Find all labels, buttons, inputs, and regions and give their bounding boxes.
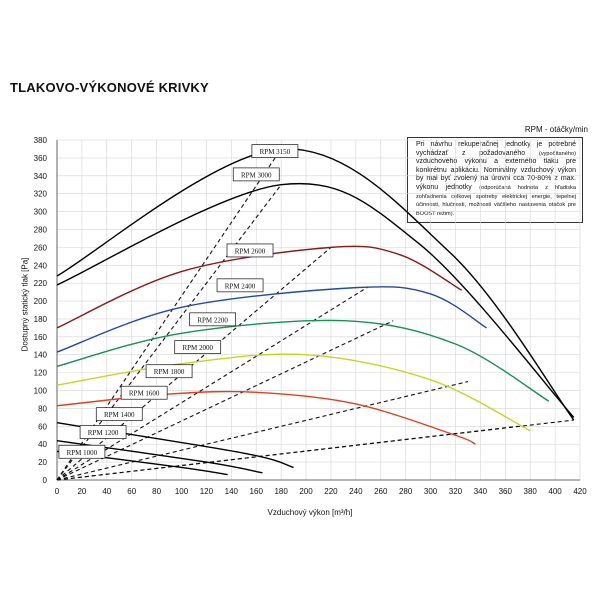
note-line1: Pri návrhu rekuperačnej jednotky je potr… <box>416 141 576 157</box>
y-tick-label: 140 <box>34 351 48 360</box>
y-tick-label: 240 <box>34 261 48 270</box>
rpm-label-box <box>58 444 106 459</box>
y-tick-label: 280 <box>34 225 48 234</box>
design-note-box: Pri návrhu rekuperačnej jednotky je potr… <box>407 137 583 224</box>
x-tick-label: 100 <box>175 487 189 496</box>
system-curve <box>56 246 332 481</box>
rpm-label-box <box>120 385 168 400</box>
y-tick-label: 380 <box>34 136 48 145</box>
rpm-label: RPM 1200 <box>88 429 119 437</box>
rpm-label: RPM 3150 <box>260 148 291 156</box>
x-tick-label: 200 <box>299 487 313 496</box>
rpm-label: RPM 1600 <box>129 390 160 398</box>
x-tick-label: 40 <box>102 487 111 496</box>
system-curve <box>56 148 282 481</box>
rpm-label: RPM 2400 <box>225 282 256 290</box>
y-tick-label: 320 <box>34 190 48 199</box>
y-tick-label: 360 <box>34 154 48 163</box>
y-tick-label: 120 <box>34 369 48 378</box>
x-tick-label: 20 <box>77 487 86 496</box>
x-tick-label: 300 <box>424 487 438 496</box>
x-tick-label: 380 <box>524 487 538 496</box>
x-tick-label: 240 <box>349 487 363 496</box>
rpm-label: RPM 2200 <box>197 316 228 324</box>
rpm-label-box <box>216 278 264 293</box>
note-line2: vzduchového výkonu a externého tlaku pre… <box>416 158 576 191</box>
rpm-label: RPM 1400 <box>104 411 135 419</box>
rpm-label-box <box>174 340 222 354</box>
system-curve <box>56 419 574 481</box>
system-curve <box>56 381 469 481</box>
rpm-label: RPM 2000 <box>182 344 213 352</box>
fan-curve <box>56 353 531 432</box>
y-tick-label: 160 <box>34 333 48 342</box>
x-tick-label: 180 <box>274 487 288 496</box>
rpm-label-box <box>145 364 193 379</box>
x-tick-label: 120 <box>200 487 214 496</box>
x-tick-label: 60 <box>127 487 136 496</box>
note-line1-small: (vypočítaného) <box>538 150 576 157</box>
rpm-label-box <box>226 243 274 258</box>
x-tick-label: 160 <box>250 487 264 496</box>
rpm-label-box <box>79 425 127 439</box>
x-tick-label: 80 <box>152 487 161 496</box>
fan-curve <box>56 245 463 329</box>
y-tick-label: 180 <box>34 315 48 324</box>
x-tick-label: 340 <box>474 487 488 496</box>
system-curve <box>56 286 369 481</box>
note-line2-small: (odporúčaná hodnota z hľadiska zohľadnen… <box>416 184 576 217</box>
rpm-label: RPM 3000 <box>241 171 272 179</box>
rpm-label-box <box>251 144 299 158</box>
x-tick-label: 400 <box>548 487 562 496</box>
x-tick-label: 260 <box>374 487 388 496</box>
fan-curve <box>56 183 575 418</box>
y-tick-label: 340 <box>34 172 48 181</box>
x-tick-label: 0 <box>55 487 60 496</box>
x-tick-label: 320 <box>449 487 463 496</box>
y-tick-label: 80 <box>38 404 47 413</box>
system-curve <box>56 184 282 481</box>
fan-curve <box>56 148 575 421</box>
rpm-label: RPM 1800 <box>154 368 185 376</box>
rpm-unit-note: RPM - otáčky/min <box>524 125 588 134</box>
y-tick-label: 300 <box>34 208 48 217</box>
y-tick-label: 220 <box>34 279 48 288</box>
fan-curve <box>56 319 550 402</box>
y-tick-label: 40 <box>38 440 47 449</box>
chart-title: TLAKOVO-VÝKONOVÉ KRIVKY <box>10 80 209 95</box>
fan-curve <box>56 286 487 353</box>
y-tick-label: 60 <box>38 422 47 431</box>
y-tick-label: 0 <box>43 476 48 485</box>
rpm-label: RPM 1000 <box>67 449 98 457</box>
x-tick-label: 220 <box>324 487 338 496</box>
x-tick-label: 280 <box>399 487 413 496</box>
fan-curve <box>56 439 263 474</box>
rpm-label-box <box>189 312 237 327</box>
x-tick-label: 360 <box>499 487 513 496</box>
rpm-label-box <box>232 167 280 182</box>
y-tick-label: 200 <box>34 297 48 306</box>
x-tick-label: 140 <box>225 487 239 496</box>
system-curve <box>56 320 394 481</box>
x-tick-label: 420 <box>573 487 587 496</box>
rpm-label-box <box>95 407 143 422</box>
rpm-label: RPM 2600 <box>235 247 266 255</box>
x-axis-label: Vzduchový výkon [m³/h] <box>267 508 353 517</box>
y-tick-label: 100 <box>34 387 48 396</box>
y-tick-label: 20 <box>38 458 47 467</box>
y-tick-label: 260 <box>34 243 48 252</box>
